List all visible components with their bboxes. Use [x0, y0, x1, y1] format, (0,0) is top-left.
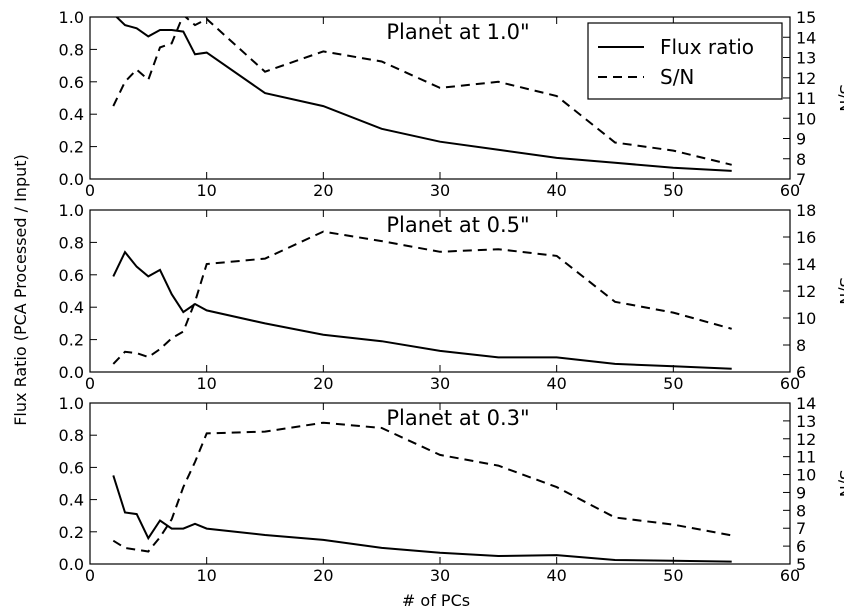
y-tick-label-left: 0.8	[59, 233, 84, 252]
right-y-axis-label: S/N	[836, 470, 844, 498]
series-line-sn	[112, 17, 732, 166]
y-tick-label-right: 6	[796, 363, 806, 382]
x-tick-label: 50	[663, 566, 683, 585]
y-tick-label-left: 0.2	[59, 523, 84, 542]
x-tick-label: 30	[430, 374, 450, 393]
series-line-flux-ratio	[112, 250, 732, 370]
legend-box	[587, 22, 783, 100]
panel-1: 0 10 20 30 40 50 600.00.20.40.60.81.0789101112…	[59, 8, 844, 200]
y-tick-label-right: 10	[796, 109, 816, 128]
y-tick-label-right: 8	[796, 150, 806, 169]
y-tick-label-left: 0.2	[59, 331, 84, 350]
right-y-axis-label: S/N	[836, 84, 844, 112]
y-tick-label-left: 0.0	[59, 170, 84, 189]
x-tick-label: 50	[663, 181, 683, 200]
right-y-axis-label: S/N	[836, 277, 844, 305]
x-tick-label: 10	[196, 374, 216, 393]
legend: Flux ratio S/N	[587, 22, 783, 100]
y-tick-label-left: 0.8	[59, 426, 84, 445]
panel-title: Planet at 1.0"	[386, 20, 529, 44]
y-tick-label-left: 0.4	[59, 105, 84, 124]
x-tick-label: 60	[780, 181, 800, 200]
y-tick-label-right: 7	[796, 170, 806, 189]
y-tick-label-left: 0.4	[59, 491, 84, 510]
y-tick-label-right: 12	[796, 69, 816, 88]
x-tick-label: 40	[546, 566, 566, 585]
y-tick-label-left: 1.0	[59, 8, 84, 27]
shared-x-axis-label: # of PCs	[402, 591, 470, 610]
x-tick-label: 0	[85, 181, 95, 200]
x-tick-label: 50	[663, 374, 683, 393]
y-tick-label-right: 10	[796, 309, 816, 328]
y-tick-label-left: 0.8	[59, 40, 84, 59]
y-tick-label-right: 13	[796, 412, 816, 431]
y-tick-label-right: 15	[796, 8, 816, 27]
x-tick-label: 60	[780, 566, 800, 585]
series-line-sn	[112, 230, 732, 365]
y-tick-label-left: 0.6	[59, 266, 84, 285]
panel-title: Planet at 0.5"	[386, 213, 529, 237]
x-tick-label: 40	[546, 374, 566, 393]
y-tick-label-left: 1.0	[59, 201, 84, 220]
y-tick-label-left: 0.2	[59, 138, 84, 157]
x-tick-label: 0	[85, 374, 95, 393]
y-tick-label-right: 14	[796, 255, 816, 274]
y-tick-label-right: 11	[796, 89, 816, 108]
y-tick-label-right: 14	[796, 28, 816, 47]
y-tick-label-right: 16	[796, 228, 816, 247]
y-tick-label-right: 13	[796, 49, 816, 68]
y-tick-label-right: 12	[796, 282, 816, 301]
legend-label: S/N	[660, 65, 694, 89]
panel-3: 0 10 20 30 40 50 600.00.20.40.60.81.0567891011…	[59, 394, 844, 585]
y-tick-label-right: 8	[796, 501, 806, 520]
shared-y-axis-label: Flux Ratio (PCA Processed / Input)	[11, 154, 30, 426]
y-tick-label-right: 9	[796, 130, 806, 149]
y-tick-label-right: 8	[796, 336, 806, 355]
y-tick-label-left: 1.0	[59, 394, 84, 413]
panel-title: Planet at 0.3"	[386, 406, 529, 430]
x-tick-label: 30	[430, 181, 450, 200]
series-line-flux-ratio	[112, 475, 732, 563]
y-tick-label-right: 12	[796, 430, 816, 449]
x-tick-label: 20	[313, 181, 333, 200]
y-tick-label-right: 7	[796, 519, 806, 538]
y-tick-label-left: 0.6	[59, 73, 84, 92]
y-tick-label-right: 10	[796, 466, 816, 485]
x-tick-label: 40	[546, 181, 566, 200]
series-line-flux-ratio	[115, 17, 732, 172]
y-tick-label-left: 0.0	[59, 555, 84, 574]
x-tick-label: 10	[196, 181, 216, 200]
y-tick-label-right: 11	[796, 448, 816, 467]
y-tick-label-right: 6	[796, 537, 806, 556]
x-tick-label: 20	[313, 374, 333, 393]
x-tick-label: 30	[430, 566, 450, 585]
series-line-sn	[112, 421, 732, 553]
y-tick-label-right: 18	[796, 201, 816, 220]
y-tick-label-right: 9	[796, 483, 806, 502]
panel-2: 0 10 20 30 40 50 60 0.0 0.2 0.4 0.6 0.8 1.0 6 8 10 12 14 1…	[59, 201, 844, 393]
y-tick-label-right: 5	[796, 555, 806, 574]
x-tick-label: 0	[85, 566, 95, 585]
legend-label: Flux ratio	[660, 35, 754, 59]
panels: 0 10 20 30 40 50 600.00.20.40.60.81.0789101112…	[59, 8, 844, 585]
y-tick-label-left: 0.4	[59, 298, 84, 317]
x-tick-label: 60	[780, 374, 800, 393]
y-tick-label-right: 14	[796, 394, 816, 413]
y-tick-label-left: 0.0	[59, 363, 84, 382]
x-tick-label: 10	[196, 566, 216, 585]
y-tick-label-left: 0.6	[59, 458, 84, 477]
x-tick-label: 20	[313, 566, 333, 585]
